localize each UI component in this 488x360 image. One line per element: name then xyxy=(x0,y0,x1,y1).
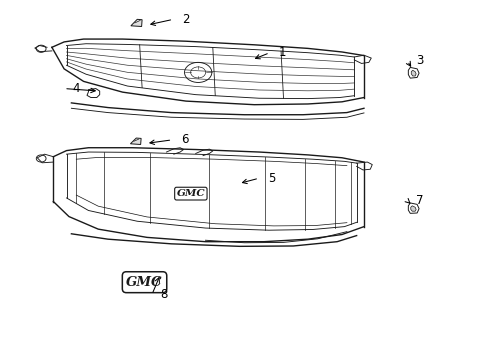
Text: 4: 4 xyxy=(73,82,80,95)
Polygon shape xyxy=(410,70,415,76)
Text: GMC: GMC xyxy=(126,276,163,289)
Text: 3: 3 xyxy=(415,54,423,67)
Text: 2: 2 xyxy=(182,13,189,26)
Polygon shape xyxy=(407,67,418,78)
Text: GMC: GMC xyxy=(176,189,205,198)
Text: 8: 8 xyxy=(160,288,168,301)
Polygon shape xyxy=(131,19,142,27)
Text: 1: 1 xyxy=(278,46,285,59)
Polygon shape xyxy=(407,203,418,213)
Text: 7: 7 xyxy=(415,194,423,207)
Polygon shape xyxy=(130,138,141,144)
Text: 5: 5 xyxy=(267,172,275,185)
Polygon shape xyxy=(410,206,415,211)
Polygon shape xyxy=(87,89,100,98)
Text: 6: 6 xyxy=(181,133,188,146)
